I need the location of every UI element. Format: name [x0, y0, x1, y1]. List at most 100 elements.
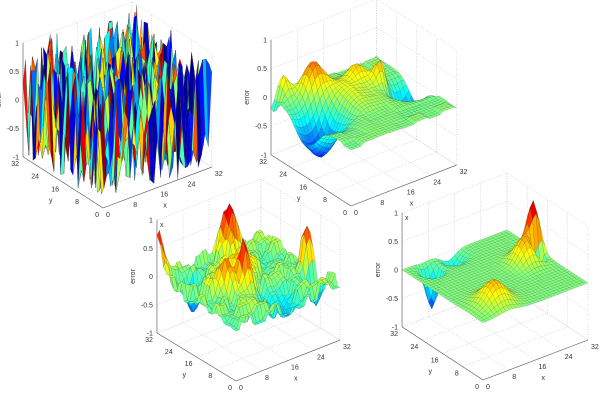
x-axis-line: [482, 339, 589, 381]
x-tick-label: 0: [239, 385, 243, 392]
y-axis-label: y: [297, 195, 301, 202]
floor-grid-line: [376, 113, 457, 166]
surface-patch: [348, 147, 355, 151]
surface: [22, 5, 212, 194]
y-axis-label: y: [182, 372, 186, 379]
y-tick-label: 8: [455, 371, 459, 378]
x-axis-line: [235, 339, 341, 382]
z-tick-label: -1: [392, 324, 398, 331]
x-tick-label: 32: [591, 344, 599, 351]
z-tick-label: 1: [15, 40, 19, 47]
y-tick-label: 8: [323, 197, 327, 204]
z-tick-label: 0.5: [143, 246, 153, 253]
floor-grid-line: [82, 154, 192, 196]
axes: [156, 220, 341, 382]
surface-patch: [480, 319, 487, 324]
floor-grid-line: [77, 136, 158, 188]
z-tick-label: 0: [149, 274, 153, 281]
floor-grid-line: [330, 152, 437, 194]
x-tick-label: 16: [407, 190, 415, 197]
z-tick-label: -1: [261, 152, 267, 159]
y-axis-line: [401, 326, 484, 381]
y-tick-label: 24: [165, 349, 173, 356]
wall-grid-line: [376, 27, 457, 80]
wall-grid-line: [506, 172, 589, 227]
floor-grid-line: [196, 315, 301, 358]
z-tick-label: 0: [15, 97, 19, 104]
y-tick-label: 0: [475, 384, 479, 391]
z-tick-label: 1: [149, 218, 153, 225]
axes: [22, 42, 212, 209]
wall-grid-line: [260, 207, 341, 256]
x-tick-label: 0: [354, 210, 358, 217]
x-axis-line: [350, 164, 457, 207]
y-tick-label: 24: [279, 172, 287, 179]
y-tick-label: 32: [145, 337, 153, 344]
y-tick-label: 8: [208, 373, 212, 380]
wall-grid-line: [506, 201, 589, 255]
z-tick-label: -0.5: [7, 126, 19, 133]
x-tick-label: 8: [133, 202, 137, 209]
x-tick-label: 0: [486, 384, 490, 391]
x-axis-label: x: [294, 376, 298, 383]
surface: [156, 203, 341, 332]
z-tick-label: 1: [394, 210, 398, 217]
x-tick-label: 24: [565, 354, 573, 361]
z-tick-label: -1: [147, 331, 153, 338]
z-axis-label: error: [130, 268, 137, 283]
y-tick-label: 32: [259, 159, 267, 166]
z-axis-label: error: [0, 92, 3, 107]
floor-grid-line: [323, 134, 404, 186]
wall-grid-line: [506, 286, 589, 341]
y-tick-label: 0: [228, 385, 232, 392]
grid-lines: [401, 172, 589, 381]
axes: [270, 39, 457, 207]
x-tick-label: 24: [433, 179, 441, 186]
surface-patch: [233, 328, 240, 332]
x-tick-label: 16: [291, 365, 299, 372]
y-tick-label: 16: [299, 184, 307, 191]
wall-grid-line: [156, 178, 262, 221]
z-tick-label: -0.5: [386, 296, 398, 303]
y-tick-label: 8: [75, 199, 79, 206]
floor-grid-line: [50, 146, 131, 198]
y-tick-label: 16: [51, 186, 59, 193]
axis-label-extra: x: [160, 222, 164, 229]
y-axis-line: [270, 154, 352, 207]
axis-label-extra: x: [405, 215, 409, 222]
y-axis-label: y: [49, 197, 53, 204]
wall-grid-line: [22, 30, 132, 72]
z-tick-label: 1: [263, 37, 267, 44]
floor-grid-line: [350, 123, 431, 176]
z-tick-label: -1: [13, 154, 19, 161]
x-tick-label: 8: [265, 375, 269, 382]
y-axis-line: [156, 332, 237, 382]
y-tick-label: 0: [95, 212, 99, 219]
wall-grid-line: [22, 1, 132, 44]
x-tick-label: 32: [460, 169, 468, 176]
y-tick-label: 16: [185, 361, 193, 368]
floor-grid-line: [454, 306, 536, 361]
y-tick-label: 0: [343, 210, 347, 217]
z-tick-label: 0: [263, 95, 267, 102]
surface: [270, 55, 457, 158]
x-tick-label: 8: [512, 374, 516, 381]
z-tick-label: 0: [394, 267, 398, 274]
y-tick-label: 32: [11, 161, 19, 168]
x-tick-label: 32: [215, 171, 223, 178]
wall-grid-line: [377, 0, 457, 51]
y-axis-line: [22, 156, 104, 209]
z-axis-label: error: [375, 262, 382, 277]
x-axis-label: x: [541, 375, 545, 382]
floor-grid-line: [234, 302, 315, 351]
z-tick-label: 0.5: [388, 239, 398, 246]
wall-grid-line: [131, 1, 212, 54]
z-axis-label: error: [244, 89, 251, 104]
z-tick-label: -0.5: [141, 302, 153, 309]
z-tick-label: 0.5: [257, 66, 267, 73]
x-tick-label: 16: [160, 192, 168, 199]
